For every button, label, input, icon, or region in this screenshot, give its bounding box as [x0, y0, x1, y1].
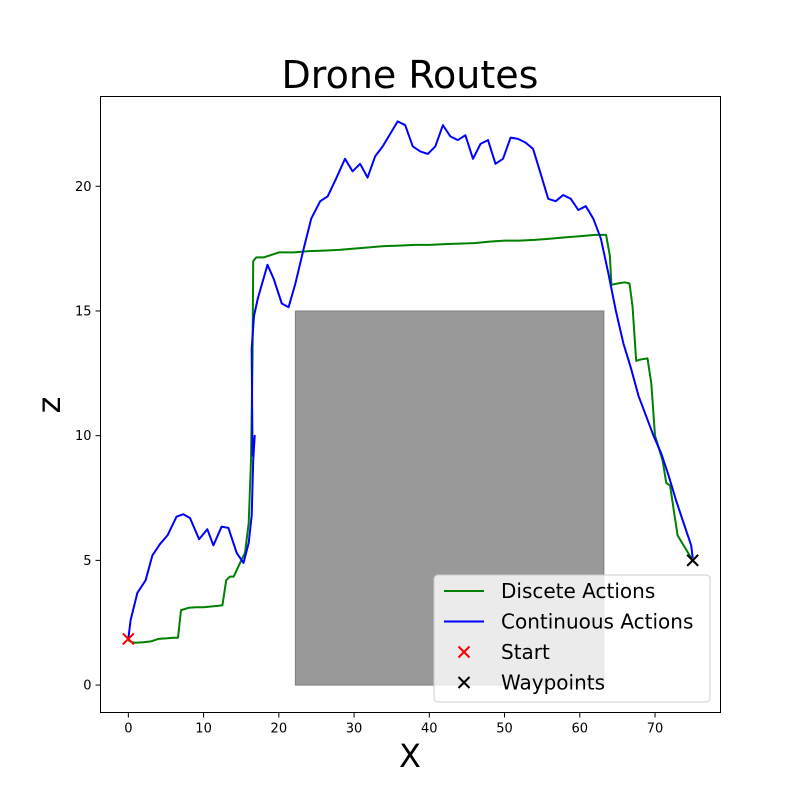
- x-tick-label: 30: [346, 722, 363, 737]
- legend: Discete Actions Continuous Actions Start Wa…: [433, 574, 711, 703]
- y-tick-label: 20: [75, 180, 92, 195]
- y-tick-label: 0: [83, 679, 91, 694]
- x-axis: 0 10 20 30 40 50 60 70: [124, 712, 664, 737]
- legend-label: Discete Actions: [501, 579, 655, 603]
- legend-item-waypoints: Waypoints: [457, 671, 605, 695]
- legend-item-discrete: Discete Actions: [444, 579, 655, 603]
- legend-swatch: [457, 645, 471, 659]
- y-tick-label: 5: [83, 554, 91, 569]
- legend-item-continuous: Continuous Actions: [444, 610, 693, 634]
- x-tick-label: 60: [572, 722, 589, 737]
- legend-label: Waypoints: [501, 671, 605, 695]
- legend-label: Start: [501, 640, 550, 664]
- legend-label: Continuous Actions: [501, 610, 693, 634]
- x-tick-label: 10: [195, 722, 212, 737]
- y-axis: 0 5 10 15 20: [75, 180, 101, 694]
- x-tick-label: 0: [124, 722, 132, 737]
- x-axis-label: X: [399, 737, 421, 775]
- waypoint-marker: [686, 554, 699, 567]
- x-tick-label: 20: [271, 722, 288, 737]
- x-tick-label: 70: [647, 722, 664, 737]
- legend-box: [433, 574, 711, 703]
- x-tick-label: 40: [421, 722, 438, 737]
- legend-item-start: Start: [457, 640, 550, 664]
- series-line-discrete: [127, 233, 694, 644]
- legend-swatch: [457, 676, 471, 689]
- y-axis-label: z: [30, 397, 68, 414]
- axes-frame: [100, 96, 721, 713]
- y-tick-label: 10: [75, 429, 92, 444]
- chart-title: Drone Routes: [282, 53, 539, 97]
- series-line-continuous: [127, 120, 694, 640]
- x-tick-label: 50: [496, 722, 513, 737]
- y-tick-label: 15: [75, 304, 92, 319]
- start-marker: [122, 632, 135, 646]
